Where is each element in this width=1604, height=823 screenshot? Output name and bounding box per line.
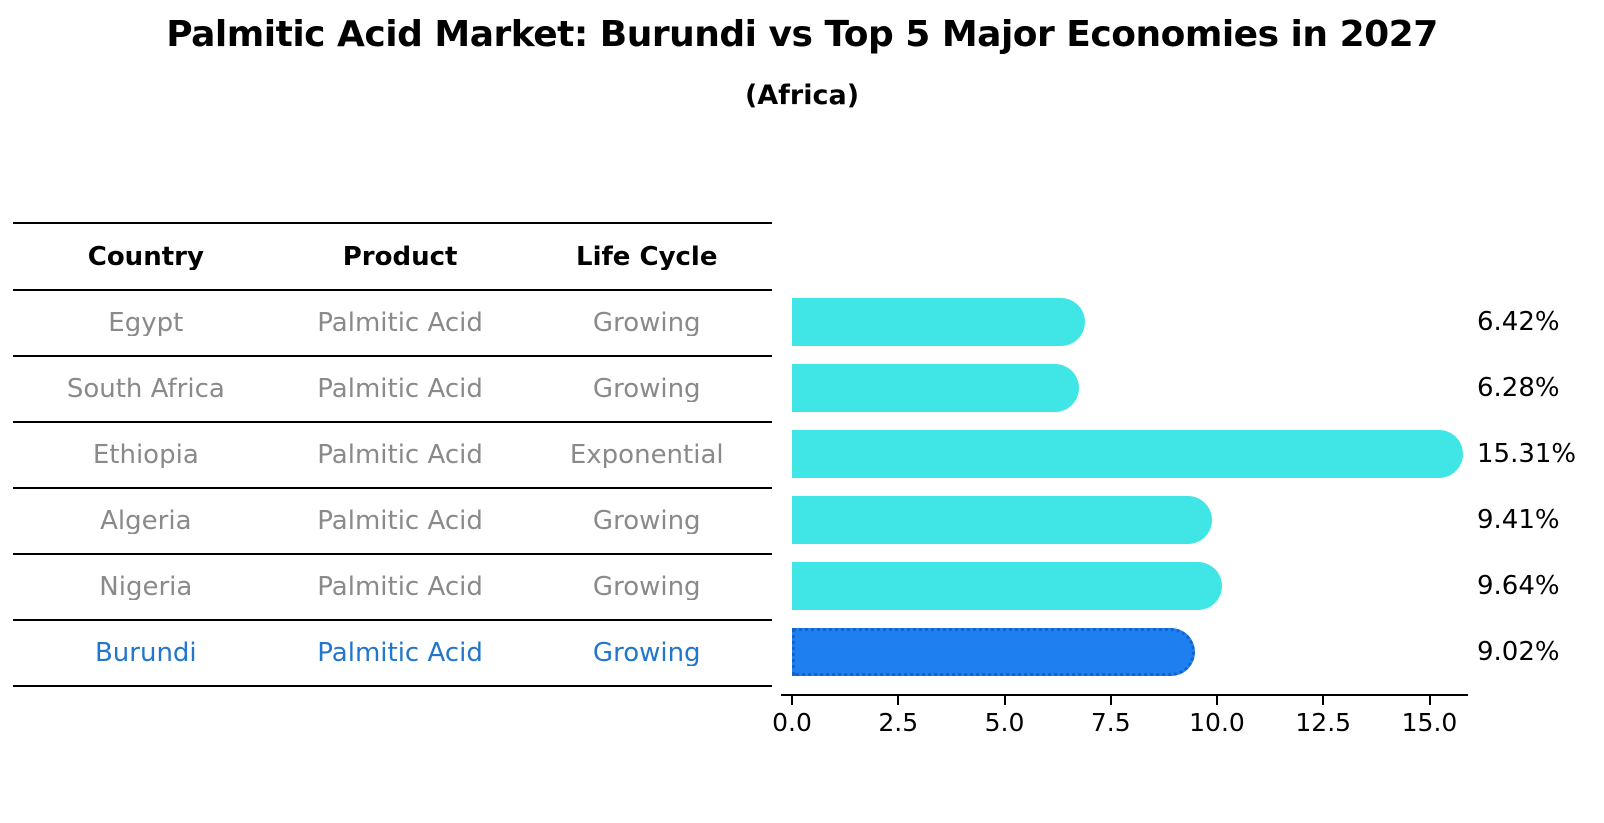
bar-row: 9.41%: [792, 487, 1604, 553]
table-cell-product: Palmitic Acid: [317, 508, 483, 534]
bar-value-label: 6.28%: [1477, 373, 1560, 403]
bar-row: 15.31%: [792, 421, 1604, 487]
table-cell-country: Algeria: [100, 508, 192, 534]
bar-plot: 6.42% 6.28% 15.31% 9.41% 9.64% 9.02%: [792, 289, 1604, 685]
bar-row: 9.02%: [792, 619, 1604, 685]
bar-row: 9.64%: [792, 553, 1604, 619]
table-cell-country: Egypt: [108, 310, 184, 336]
x-tick: [1109, 696, 1112, 705]
x-tick: [897, 696, 900, 705]
x-tick: [1216, 696, 1218, 705]
table-cell-life-cycle: Growing: [592, 574, 701, 600]
table-row: Nigeria Palmitic Acid Growing: [13, 555, 772, 621]
table-cell-life-cycle: Growing: [592, 310, 701, 336]
x-tick-label: 5.0: [984, 708, 1025, 737]
bar-value-label: 15.31%: [1477, 439, 1577, 469]
x-tick: [1003, 696, 1006, 705]
bar-south-africa: [792, 364, 1079, 412]
bar-burundi-highlight: [792, 628, 1196, 676]
x-tick: [1322, 696, 1325, 705]
table-row: Algeria Palmitic Acid Growing: [13, 489, 772, 555]
x-tick-label: 15.0: [1401, 708, 1458, 737]
x-tick: [1428, 696, 1431, 705]
table-header-country: Country: [87, 243, 204, 270]
x-tick-label: 0.0: [772, 708, 812, 737]
x-axis-line: [781, 694, 1468, 696]
table-row: South Africa Palmitic Acid Growing: [13, 357, 772, 423]
table-row: Ethiopia Palmitic Acid Exponential: [13, 423, 772, 489]
x-tick: [791, 696, 793, 705]
bar-egypt: [792, 298, 1085, 346]
bar-value-label: 9.41%: [1477, 505, 1560, 535]
table-row: Egypt Palmitic Acid Growing: [13, 291, 772, 357]
chart-subtitle: (Africa): [744, 80, 860, 111]
table-header-row: Country Product Life Cycle: [13, 222, 772, 291]
table-cell-product: Palmitic Acid: [317, 310, 483, 336]
table-cell-product: Palmitic Acid: [317, 640, 483, 666]
x-tick-label: 10.0: [1189, 708, 1245, 737]
bar-ethiopia: [792, 430, 1463, 478]
table-cell-product: Palmitic Acid: [317, 574, 483, 600]
table-cell-country: Ethiopia: [92, 442, 199, 468]
table-cell-product: Palmitic Acid: [317, 376, 483, 402]
table-cell-life-cycle: Growing: [592, 640, 701, 666]
x-tick-label: 7.5: [1090, 708, 1131, 737]
x-tick-label: 12.5: [1295, 708, 1352, 737]
bar-algeria: [792, 496, 1212, 544]
table-cell-country: Burundi: [94, 640, 197, 666]
bar-nigeria: [792, 562, 1222, 610]
bar-value-label: 9.02%: [1477, 637, 1560, 667]
x-axis-ticks: 0.0 2.5 5.0 7.5 10.0 12.5 15.0: [772, 696, 1492, 756]
table-cell-life-cycle: Growing: [592, 508, 701, 534]
table-cell-country: South Africa: [66, 376, 225, 402]
bar-value-label: 6.42%: [1477, 307, 1560, 337]
x-tick-label: 2.5: [878, 708, 919, 737]
table-cell-life-cycle: Growing: [592, 376, 701, 402]
table-header-life-cycle: Life Cycle: [576, 243, 718, 270]
chart-title: Palmitic Acid Market: Burundi vs Top 5 M…: [166, 14, 1438, 55]
table-cell-product: Palmitic Acid: [317, 442, 483, 468]
country-table: Country Product Life Cycle Egypt Palmiti…: [13, 222, 772, 687]
bar-row: 6.42%: [792, 289, 1604, 355]
bar-row: 6.28%: [792, 355, 1604, 421]
table-header-product: Product: [342, 243, 458, 270]
table-cell-life-cycle: Exponential: [569, 442, 724, 468]
table-row-highlight: Burundi Palmitic Acid Growing: [13, 621, 772, 687]
bar-value-label: 9.64%: [1477, 571, 1560, 601]
table-cell-country: Nigeria: [99, 574, 193, 600]
